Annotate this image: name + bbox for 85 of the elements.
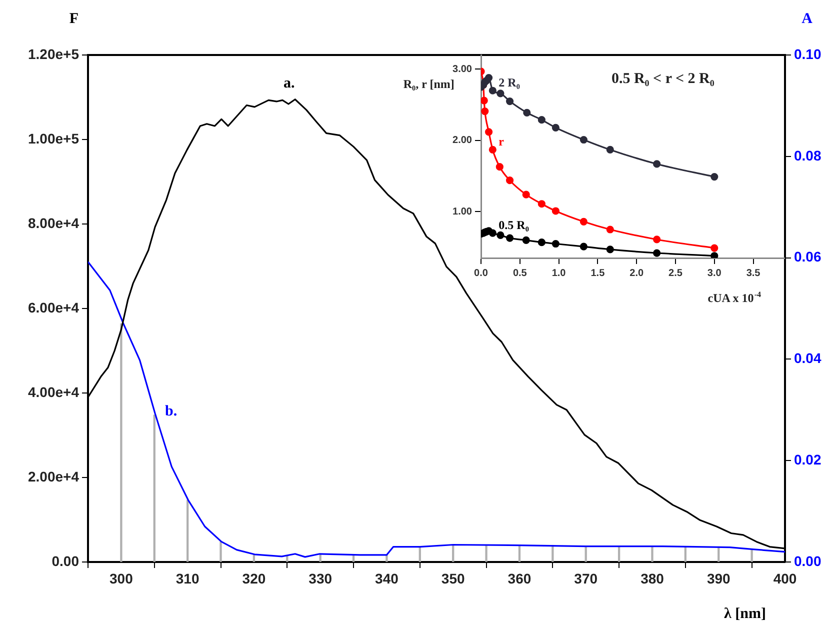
series-label: 2 R₀ bbox=[498, 76, 520, 90]
x-tick-label: 360 bbox=[508, 570, 532, 586]
x-tick-label: 300 bbox=[110, 570, 134, 586]
point bbox=[710, 244, 718, 252]
bar bbox=[485, 544, 488, 562]
point bbox=[488, 146, 496, 154]
y-tick-label: 6.00e+4 bbox=[28, 299, 80, 316]
x-tick-label: 340 bbox=[375, 570, 399, 586]
series-label: a. bbox=[283, 75, 295, 92]
point bbox=[710, 173, 718, 181]
y2-tick-label: 0.00 bbox=[794, 552, 822, 569]
point bbox=[552, 240, 560, 248]
y-tick-label: 4.00e+4 bbox=[28, 384, 80, 400]
point bbox=[484, 128, 493, 136]
point bbox=[653, 249, 661, 257]
y2-tick-label: 0.02 bbox=[794, 451, 822, 468]
point bbox=[710, 252, 718, 258]
y2-tick-label: 0.04 bbox=[794, 350, 822, 366]
y-tick-label: 1.00 bbox=[452, 206, 472, 218]
point bbox=[481, 107, 489, 116]
point bbox=[484, 74, 493, 82]
point bbox=[538, 200, 546, 208]
y-tick-label: 2.00e+4 bbox=[28, 468, 80, 484]
series-label: 0.5 R₀ bbox=[498, 218, 530, 232]
point bbox=[488, 86, 496, 94]
x-tick-label: 1.0 bbox=[552, 268, 566, 279]
bar bbox=[220, 541, 222, 562]
x-tick-label: 0.0 bbox=[474, 268, 488, 279]
x-tick-label: 1.5 bbox=[590, 268, 606, 279]
y2-tick-label: 0.08 bbox=[794, 147, 822, 164]
bar bbox=[120, 323, 122, 562]
point bbox=[488, 229, 496, 237]
point bbox=[506, 234, 514, 242]
point bbox=[606, 146, 614, 154]
point bbox=[522, 236, 530, 244]
y2-tick-label: 0.06 bbox=[794, 248, 822, 265]
x-tick-label: 350 bbox=[441, 570, 465, 586]
x-tick-label: 380 bbox=[640, 570, 664, 586]
series-label: b. bbox=[165, 403, 178, 420]
y-tick-label: 1.00e+5 bbox=[28, 130, 80, 146]
y-tick-label: 8.00e+4 bbox=[28, 214, 80, 231]
point bbox=[522, 190, 530, 198]
text: 0.5 R₀ < r < 2 R₀ bbox=[611, 71, 715, 87]
point bbox=[606, 246, 614, 254]
point bbox=[552, 207, 560, 215]
y-tick-label: 1.20e+5 bbox=[28, 46, 80, 62]
x-axis-title: λ [nm] bbox=[724, 606, 766, 622]
point bbox=[523, 108, 531, 116]
point bbox=[580, 242, 588, 250]
x-tick-label: 310 bbox=[176, 570, 200, 586]
y-tick-label: 2.00 bbox=[452, 135, 472, 146]
x-tick-label: 330 bbox=[308, 570, 332, 586]
x-tick-label: 400 bbox=[773, 570, 797, 586]
point bbox=[496, 163, 504, 171]
x-tick-label: 3.5 bbox=[746, 268, 761, 279]
point bbox=[538, 116, 546, 124]
y2-axis-title: A bbox=[802, 11, 813, 27]
point bbox=[481, 96, 488, 104]
bar bbox=[153, 414, 156, 562]
point bbox=[496, 90, 504, 98]
point bbox=[606, 226, 614, 234]
point bbox=[506, 176, 514, 184]
bar bbox=[651, 546, 654, 562]
point bbox=[653, 160, 661, 168]
point bbox=[580, 136, 588, 144]
x-tick-label: 0.5 bbox=[512, 268, 528, 279]
point bbox=[580, 218, 588, 226]
y-axis-title: F bbox=[69, 11, 79, 27]
y-tick-label: 0.00 bbox=[52, 552, 80, 569]
y-tick-label: 3.00 bbox=[452, 64, 472, 75]
point bbox=[506, 98, 514, 106]
x-tick-label: 370 bbox=[574, 570, 598, 586]
x-tick-label: 2.5 bbox=[668, 268, 683, 279]
point bbox=[496, 231, 504, 240]
y2-tick-label: 0.10 bbox=[794, 46, 822, 62]
x-tick-label: 390 bbox=[706, 570, 731, 586]
y-axis-title: R₀, r [nm] bbox=[403, 77, 454, 91]
x-tick-label: 320 bbox=[242, 570, 266, 586]
point bbox=[552, 124, 560, 132]
bar bbox=[186, 500, 189, 562]
point bbox=[653, 236, 661, 244]
point bbox=[538, 238, 546, 246]
x-tick-label: 3.0 bbox=[707, 268, 722, 279]
x-tick-label: 2.0 bbox=[630, 268, 644, 279]
series-label: r bbox=[498, 134, 505, 149]
